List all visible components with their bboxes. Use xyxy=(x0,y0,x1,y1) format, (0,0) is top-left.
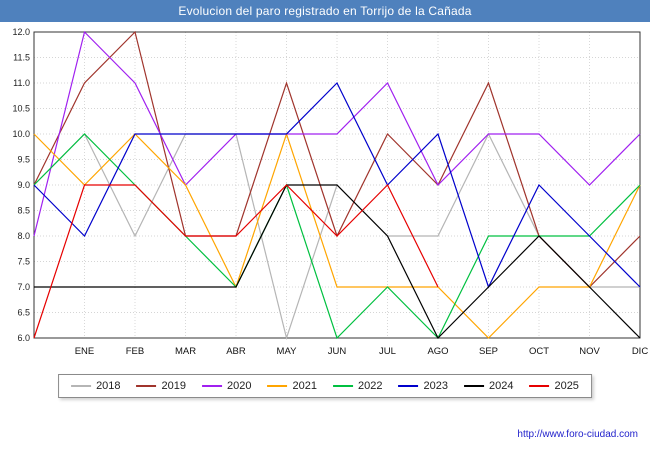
y-tick-label: 8.5 xyxy=(17,206,30,216)
legend-label-2020: 2020 xyxy=(227,380,252,392)
y-tick-label: 7.0 xyxy=(17,282,30,292)
legend-label-2024: 2024 xyxy=(488,380,514,392)
y-tick-label: 11.0 xyxy=(13,78,30,88)
legend-item-2023: 2023 xyxy=(398,380,448,392)
legend-swatch-2022 xyxy=(333,385,353,387)
x-tick-label: AGO xyxy=(427,346,448,357)
y-tick-label: 8.0 xyxy=(17,231,30,241)
legend-swatch-2020 xyxy=(202,385,223,387)
legend-label-2025: 2025 xyxy=(554,380,579,392)
legend-label-2021: 2021 xyxy=(292,380,317,392)
legend-swatch-2019 xyxy=(136,385,157,387)
y-tick-label: 10.0 xyxy=(12,129,30,139)
x-tick-label: NOV xyxy=(579,346,600,357)
legend-item-2021: 2021 xyxy=(267,380,317,392)
legend-item-2019: 2019 xyxy=(136,380,187,392)
legend-item-2022: 2022 xyxy=(333,380,382,392)
y-tick-label: 9.5 xyxy=(17,155,30,165)
x-tick-label: ABR xyxy=(226,346,246,357)
footer: http://www.foro-ciudad.com xyxy=(517,429,638,440)
legend-swatch-2023 xyxy=(398,385,419,387)
legend-item-2020: 2020 xyxy=(202,380,252,392)
x-tick-label: OCT xyxy=(529,346,549,357)
series-line-2025 xyxy=(33,183,439,339)
legend-label-2019: 2019 xyxy=(161,380,187,392)
legend-item-2025: 2025 xyxy=(529,380,579,392)
series-line-2024 xyxy=(34,184,641,340)
chart-legend: 2018 2019 2020 2021 2022 2023 2024 2025 xyxy=(58,374,592,398)
x-tick-label: JUN xyxy=(328,346,347,357)
y-tick-label: 6.0 xyxy=(17,333,30,343)
y-tick-label: 7.5 xyxy=(17,257,30,267)
chart-title: Evolucion del paro registrado en Torrijo… xyxy=(0,0,650,22)
line-chart-svg: 6.0 6.5 7.0 7.5 8.0 8.5 9.0 9.5 10.0 10.5 11.0 11.5… xyxy=(12,27,649,357)
legend-swatch-2025 xyxy=(529,385,550,387)
x-tick-label: FEB xyxy=(126,346,144,357)
y-tick-label: 9.0 xyxy=(17,180,30,190)
legend-swatch-2024 xyxy=(463,385,484,387)
x-tick-label: ENE xyxy=(75,346,95,357)
y-tick-label: 12.0 xyxy=(12,27,30,37)
x-tick-label: SEP xyxy=(479,346,498,357)
x-tick-label: MAY xyxy=(277,346,298,357)
legend-label-2018: 2018 xyxy=(96,380,121,392)
x-tick-label: DIC xyxy=(632,346,649,357)
legend-swatch-2018 xyxy=(71,385,92,387)
legend-swatch-2021 xyxy=(267,385,288,387)
series-line-2023 xyxy=(33,81,641,289)
x-tick-label: JUL xyxy=(379,346,396,357)
series-line-2020 xyxy=(33,30,641,237)
footer-url-link[interactable]: http://www.foro-ciudad.com xyxy=(517,429,638,440)
y-tick-label: 11.5 xyxy=(13,53,30,63)
legend-label-2022: 2022 xyxy=(358,380,383,392)
x-tick-label: MAR xyxy=(175,346,196,357)
legend-label-2023: 2023 xyxy=(423,380,448,392)
legend-item-2024: 2024 xyxy=(463,380,514,392)
y-tick-label: 10.5 xyxy=(12,104,30,114)
y-tick-label: 6.5 xyxy=(17,308,30,318)
legend-item-2018: 2018 xyxy=(71,380,121,392)
